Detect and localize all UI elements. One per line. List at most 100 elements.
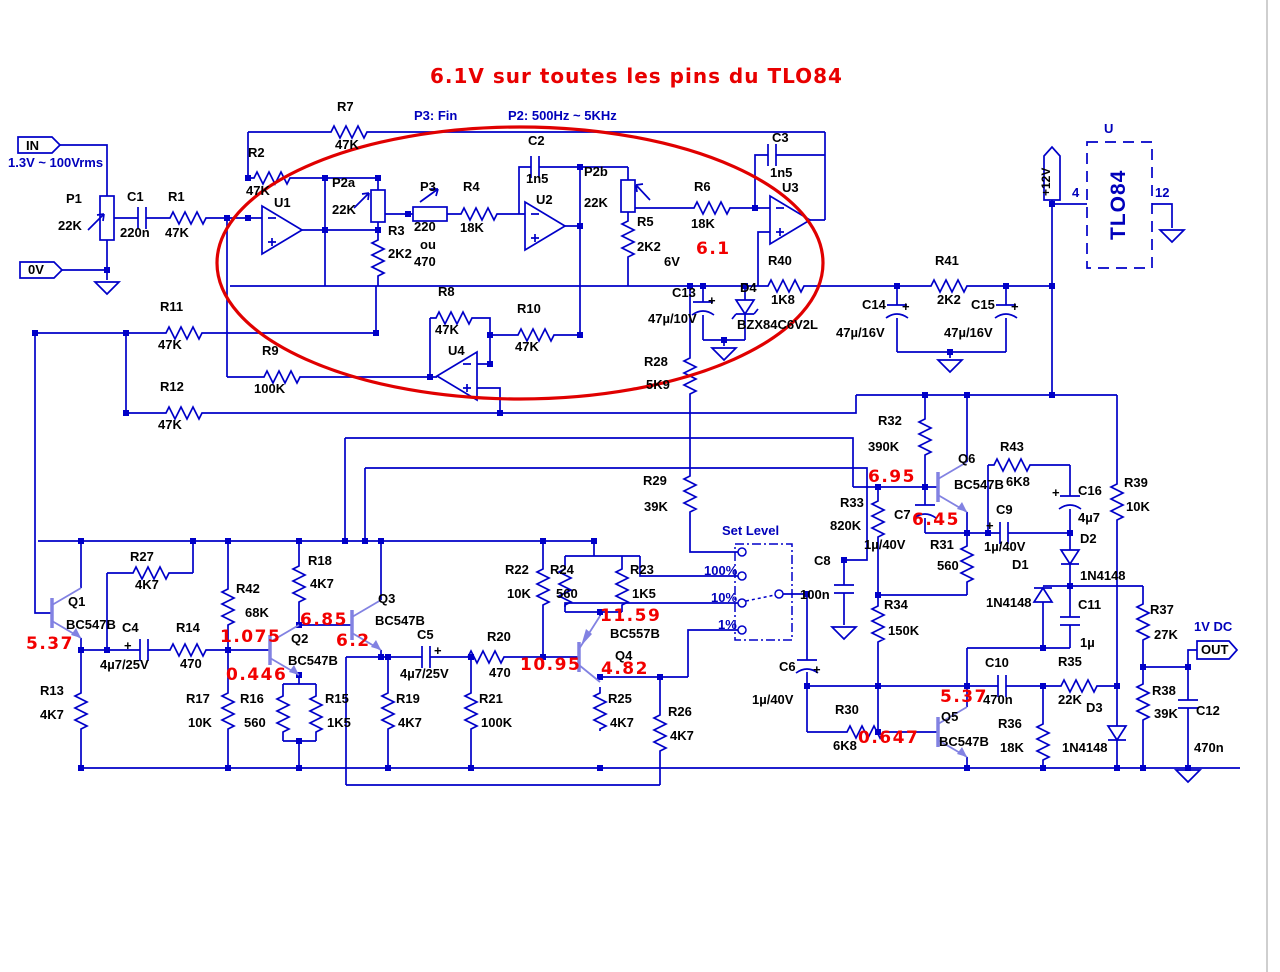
value-Q5: BC547B — [939, 734, 989, 749]
meas-6-45: 6.45 — [912, 510, 960, 530]
plus-C4: + — [124, 638, 132, 653]
value-R42: 68K — [245, 605, 269, 620]
label-Q6: Q6 — [958, 451, 976, 466]
label-P3-fin: P3: Fin — [414, 108, 458, 123]
label-R29: R29 — [643, 473, 667, 488]
flag-0v-text: 0V — [28, 262, 44, 277]
diode-D1 — [1033, 587, 1053, 603]
value-R43: 6K8 — [1006, 474, 1030, 489]
label-R18: R18 — [308, 553, 332, 568]
switch-contact-100[interactable] — [737, 571, 747, 581]
value-C11: 1µ — [1080, 635, 1095, 650]
value-R10: 47K — [515, 339, 539, 354]
potentiometer-P3 — [412, 188, 448, 222]
value-R24: 560 — [556, 586, 578, 601]
value-C9: 1µ/40V — [984, 539, 1026, 554]
label-6v: 6V — [664, 254, 680, 269]
value-R30: 6K8 — [833, 738, 857, 753]
set-level-switch[interactable] — [734, 543, 793, 641]
value-D3: 1N4148 — [1062, 740, 1108, 755]
value-R25: 4K7 — [610, 715, 634, 730]
label-R16: R16 — [240, 691, 264, 706]
wire-network — [34, 131, 1240, 786]
label-100pct: 100% — [704, 563, 738, 578]
switch-contact-10[interactable] — [737, 598, 747, 608]
value-R26: 4K7 — [670, 728, 694, 743]
label-C9: C9 — [996, 502, 1013, 517]
switch-contact-1[interactable] — [737, 625, 747, 635]
label-D1: D1 — [1012, 557, 1029, 572]
label-U1: U1 — [274, 195, 291, 210]
value-C7: 1µ/40V — [864, 537, 906, 552]
label-R25: R25 — [608, 691, 632, 706]
label-D3: D3 — [1086, 700, 1103, 715]
resistor-R22 — [536, 562, 550, 608]
resistor-R33 — [871, 494, 885, 540]
capacitor-C5 — [421, 645, 431, 669]
resistor-R42 — [221, 582, 235, 628]
label-R5: R5 — [637, 214, 654, 229]
value-R27: 4K7 — [135, 577, 159, 592]
resistor-R16 — [276, 689, 290, 735]
label-R11: R11 — [160, 299, 184, 314]
label-R35: R35 — [1058, 654, 1082, 669]
potentiometer-P2a — [353, 189, 386, 223]
diode-D2 — [1060, 549, 1080, 565]
annotation-ellipse — [215, 125, 825, 401]
label-R32: R32 — [878, 413, 902, 428]
value-C5: 4µ7/25V — [400, 666, 449, 681]
label-R26: R26 — [668, 704, 692, 719]
value-C14: 47µ/16V — [836, 325, 885, 340]
opamp-U2 — [524, 201, 566, 251]
value-Q2: BC547B — [288, 653, 338, 668]
label-C14: C14 — [862, 297, 886, 312]
label-R20: R20 — [487, 629, 511, 644]
resistor-R25 — [593, 686, 607, 732]
value-P1: 22K — [58, 218, 82, 233]
input-range-label: 1.3V ~ 100Vrms — [8, 155, 104, 170]
switch-contact-top[interactable] — [737, 547, 747, 557]
plus-C15: + — [1011, 299, 1019, 314]
resistor-R41 — [924, 279, 970, 293]
label-R28: R28 — [644, 354, 668, 369]
label-C2: C2 — [528, 133, 545, 148]
resistor-R26 — [653, 708, 667, 754]
value-R31: 560 — [937, 558, 959, 573]
value-R41: 2K2 — [937, 292, 961, 307]
label-pin4: 4 — [1072, 185, 1080, 200]
resistor-R32 — [918, 412, 932, 458]
label-set-level: Set Level — [722, 523, 780, 538]
capacitor-C12 — [1177, 699, 1199, 709]
value-C3: 1n5 — [770, 165, 793, 180]
connector-0v — [19, 261, 64, 279]
label-R38: R38 — [1152, 683, 1176, 698]
value-R2: 47K — [246, 183, 270, 198]
value-C12: 470n — [1194, 740, 1224, 755]
ground-symbol — [94, 281, 120, 295]
flag-12v-text: +12V — [1039, 167, 1053, 196]
switch-wiper-contact[interactable] — [774, 589, 784, 599]
resistor-R31 — [960, 539, 974, 585]
value-R29: 39K — [644, 499, 668, 514]
value-C2: 1n5 — [526, 171, 549, 186]
label-R9: R9 — [262, 343, 279, 358]
label-R7: R7 — [337, 99, 354, 114]
label-R39: R39 — [1124, 475, 1148, 490]
value-Q3: BC547B — [375, 613, 425, 628]
ground-symbol — [937, 359, 963, 373]
label-R12: R12 — [160, 379, 184, 394]
value-D4: BZX84C6V2L — [737, 317, 818, 332]
plus-C13: + — [708, 293, 716, 308]
annotation-title: 6.1V sur toutes les pins du TLO84 — [430, 64, 843, 88]
label-C13: C13 — [672, 285, 696, 300]
connector-12v — [1043, 145, 1061, 201]
plus-C9: + — [986, 518, 994, 533]
label-R22: R22 — [505, 562, 529, 577]
label-C5: C5 — [417, 627, 434, 642]
label-R15: R15 — [325, 691, 349, 706]
value-R22: 10K — [507, 586, 531, 601]
value-C4: 4µ7/25V — [100, 657, 149, 672]
value-P3-b: ou — [420, 237, 436, 252]
label-P2b: P2b — [584, 164, 608, 179]
